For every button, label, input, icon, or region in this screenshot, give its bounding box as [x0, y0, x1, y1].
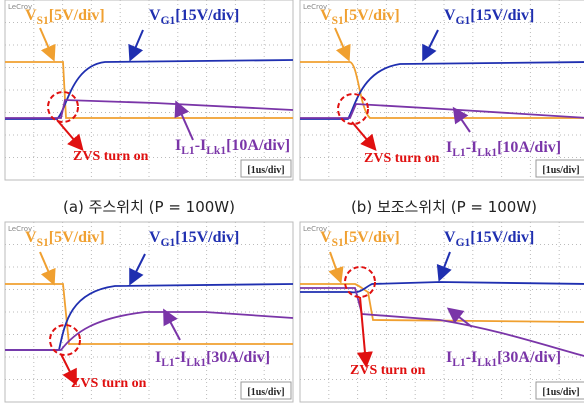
subscript: L1 [161, 357, 175, 369]
scope-panel: LeCroyVS1[5V/div]VG1[15V/div]IL1-ILk1[10… [300, 0, 584, 180]
page: {"panels": [ {"logo": "LeCroy", "vs": {"… [0, 0, 584, 405]
label-part: V [25, 229, 37, 246]
label-part: V [149, 229, 161, 246]
subscript: S1 [37, 15, 49, 27]
annotation: ZVS turn on [350, 363, 426, 378]
figure: LeCroyVS1[5V/div]VG1[15V/div]IL1-ILk1[10… [0, 0, 584, 405]
timebase: [1us/div] [247, 387, 284, 398]
label-part: [15V/div] [175, 229, 239, 246]
subscript: Lk1 [186, 357, 206, 369]
subscript: G1 [456, 15, 471, 27]
annotation: ZVS turn on [364, 151, 440, 166]
subscript: Lk1 [206, 145, 226, 157]
label-part: [15V/div] [470, 7, 534, 24]
label-part: [5V/div] [49, 229, 105, 246]
caption: (a) 주스위치 (P = 100W) [63, 198, 235, 216]
label-part: [30A/div] [497, 349, 561, 366]
label-part: [5V/div] [344, 7, 400, 24]
label-part: [15V/div] [470, 229, 534, 246]
subscript: G1 [456, 237, 471, 249]
subscript: L1 [452, 357, 466, 369]
subscript: G1 [161, 15, 176, 27]
label-part: [30A/div] [206, 349, 270, 366]
label-part: V [320, 229, 332, 246]
label-part: -I [175, 349, 187, 366]
subscript: G1 [161, 237, 176, 249]
subscript: S1 [37, 237, 49, 249]
label-part: [5V/div] [49, 7, 105, 24]
label-part: [10A/div] [226, 137, 290, 154]
subscript: S1 [332, 237, 344, 249]
annotation: ZVS turn on [71, 376, 147, 391]
label-part: [15V/div] [175, 7, 239, 24]
label-part: -I [466, 349, 478, 366]
label-part: V [149, 7, 161, 24]
timebase: [1us/div] [542, 165, 579, 176]
scope-panel: LeCroyVS1[5V/div]VG1[15V/div]IL1-ILk1[30… [300, 222, 584, 402]
subscript: Lk1 [477, 357, 497, 369]
label-part: -I [195, 137, 207, 154]
annotation: ZVS turn on [73, 149, 149, 164]
label-part: [10A/div] [497, 139, 561, 156]
caption: (b) 보조스위치 (P = 100W) [351, 198, 537, 216]
scope-frame [300, 222, 584, 402]
subscript: Lk1 [477, 147, 497, 159]
timebase: [1us/div] [542, 387, 579, 398]
scope-panel: LeCroyVS1[5V/div]VG1[15V/div]IL1-ILk1[30… [5, 222, 293, 402]
subscript: S1 [332, 15, 344, 27]
label-part: [5V/div] [344, 229, 400, 246]
label-part: V [25, 7, 37, 24]
subscript: L1 [181, 145, 195, 157]
label-part: V [444, 229, 456, 246]
subscript: L1 [452, 147, 466, 159]
label-part: V [320, 7, 332, 24]
timebase: [1us/div] [247, 165, 284, 176]
scope-panel: LeCroyVS1[5V/div]VG1[15V/div]IL1-ILk1[10… [5, 0, 293, 180]
label-part: V [444, 7, 456, 24]
label-part: -I [466, 139, 478, 156]
